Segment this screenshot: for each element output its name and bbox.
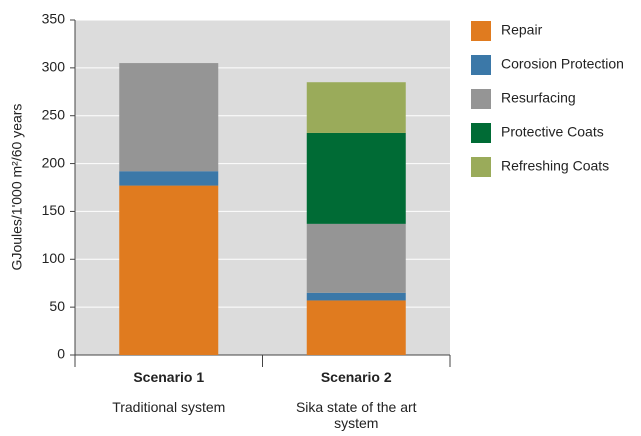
y-tick-label: 150 <box>42 202 66 218</box>
bar-segment <box>306 292 406 301</box>
legend-swatch <box>471 21 491 41</box>
y-axis-label: GJoules/1'000 m²/60 years <box>9 104 25 271</box>
legend-label: Refreshing Coats <box>501 158 609 174</box>
y-tick-label: 350 <box>42 11 66 27</box>
y-tick-label: 250 <box>42 106 66 122</box>
legend-swatch <box>471 89 491 109</box>
x-sub-label: Sika state of the art system <box>295 399 417 431</box>
legend-label: Corosion Protection <box>501 56 624 72</box>
bar-segment <box>306 82 406 133</box>
legend-label: Resurfacing <box>501 90 576 106</box>
legend-swatch <box>471 55 491 75</box>
legend-swatch <box>471 157 491 177</box>
y-tick-label: 50 <box>49 298 65 314</box>
bar-segment <box>119 63 219 172</box>
y-tick-label: 200 <box>42 154 66 170</box>
legend-label: Protective Coats <box>501 124 604 140</box>
bar-segment <box>119 185 219 355</box>
x-tick-label: Scenario 1 <box>133 369 205 385</box>
bar-segment <box>119 171 219 186</box>
y-tick-label: 300 <box>42 59 66 75</box>
legend-swatch <box>471 123 491 143</box>
x-tick-label: Scenario 2 <box>320 369 392 385</box>
bar-segment <box>306 223 406 293</box>
bar-segment <box>306 132 406 224</box>
y-tick-label: 0 <box>57 346 65 362</box>
y-tick-label: 100 <box>42 250 66 266</box>
legend-label: Repair <box>501 22 543 38</box>
x-sub-label: Traditional system <box>112 399 226 415</box>
bar-segment <box>306 300 406 355</box>
